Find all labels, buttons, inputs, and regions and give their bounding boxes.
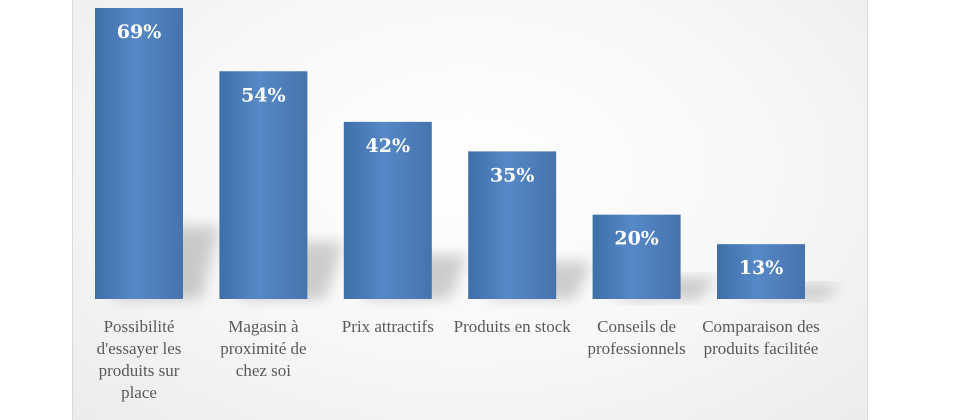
bar	[95, 8, 183, 299]
bar	[592, 214, 681, 299]
bar	[717, 244, 805, 299]
category-label: Prix attractifs	[342, 317, 434, 336]
category-label: Produits en stock	[454, 317, 572, 336]
data-label: 42%	[366, 135, 411, 157]
data-label: 20%	[614, 228, 659, 250]
data-label: 13%	[739, 257, 784, 279]
bar	[219, 71, 308, 300]
category-label: Conseils de professionnels	[587, 317, 685, 358]
bar	[468, 151, 557, 299]
data-label: 54%	[241, 84, 286, 106]
category-label: Possibilité d'essayer les produits sur plac…	[97, 317, 182, 402]
data-label: 69%	[117, 21, 162, 43]
data-label: 35%	[490, 164, 535, 186]
category-label: Comparaison des produits facilitée	[702, 317, 820, 358]
category-label: Magasin à proximité de chez soi	[220, 317, 306, 380]
bar	[343, 121, 432, 299]
